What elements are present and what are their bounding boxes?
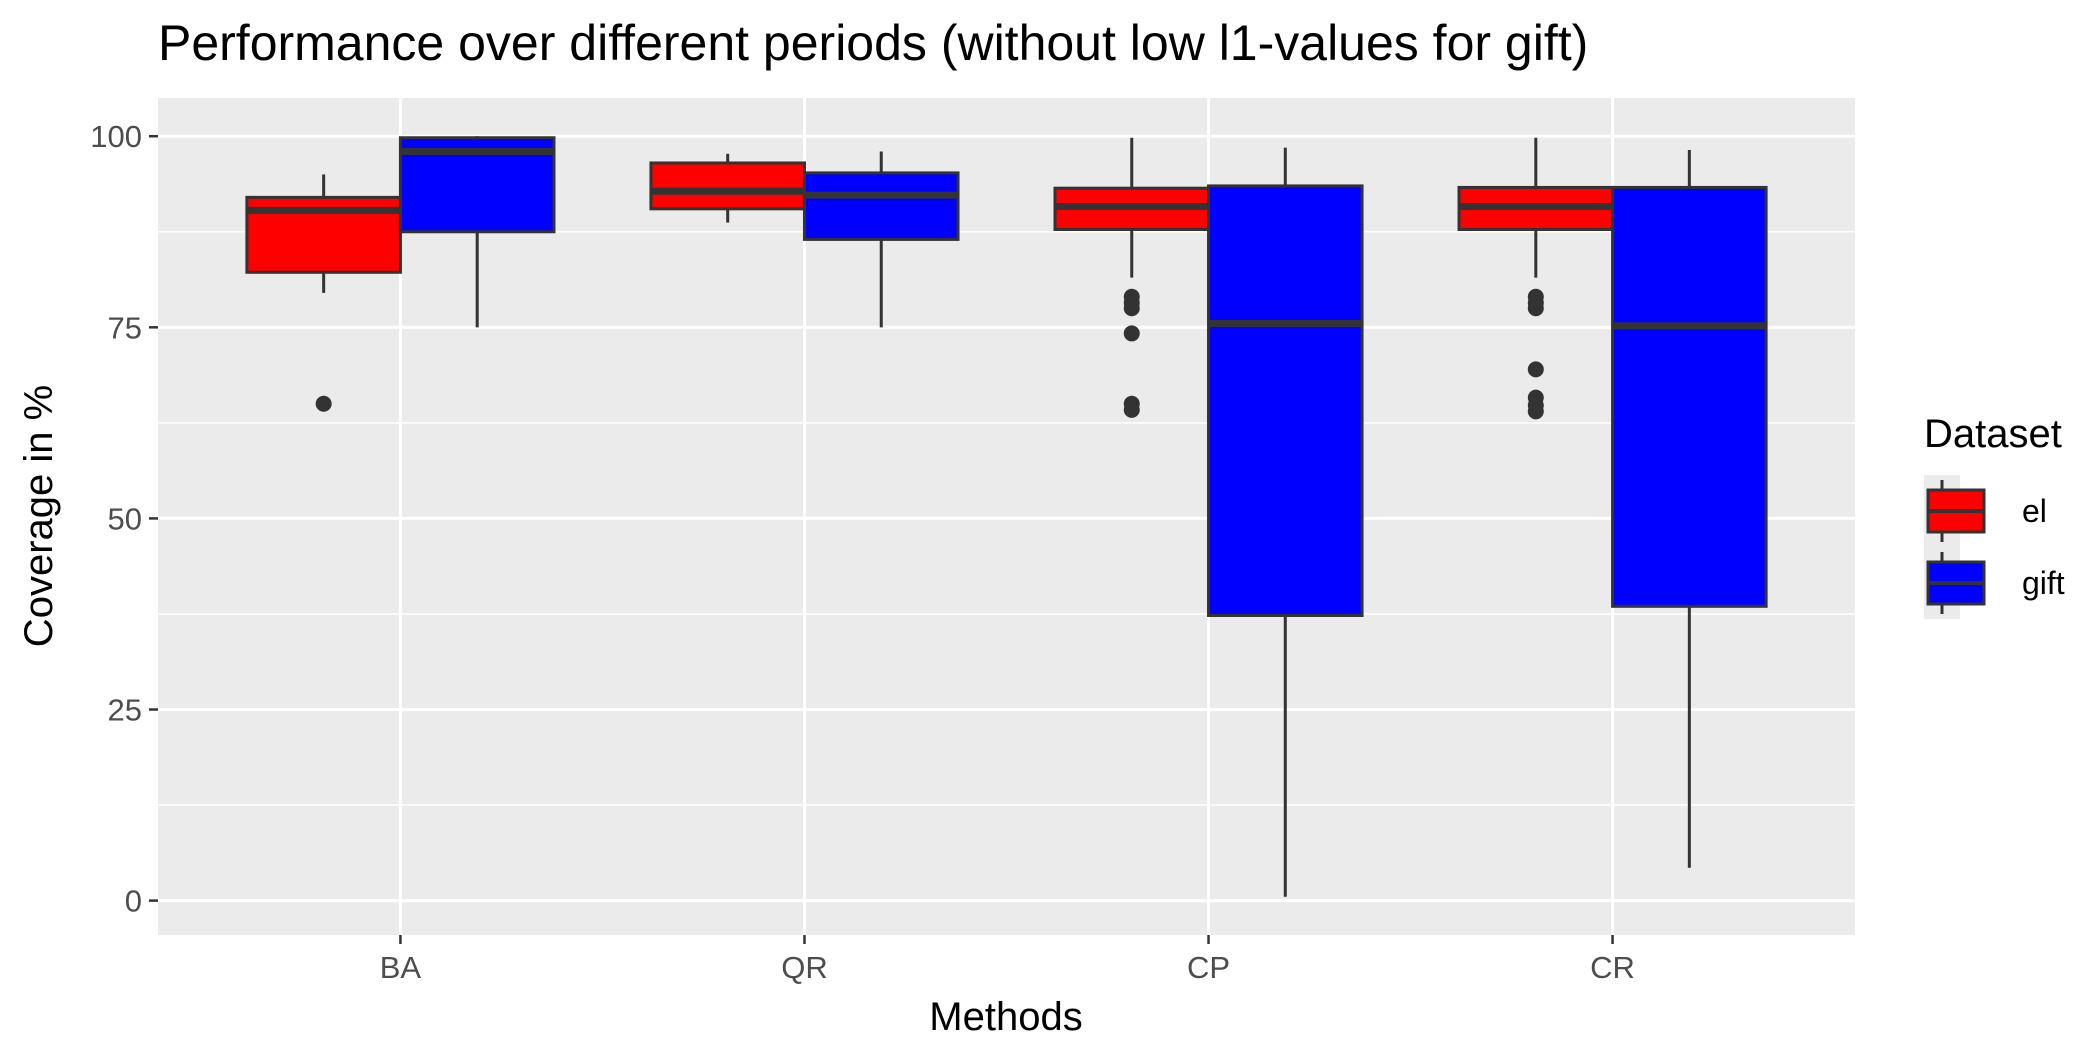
x-tick-label: BA — [380, 950, 422, 985]
outlier-point — [1123, 300, 1140, 317]
box-gift-CP — [1207, 147, 1364, 897]
box-series-group — [245, 136, 1768, 897]
outlier-point — [1527, 403, 1544, 420]
outlier-point — [315, 395, 332, 412]
series-gift — [398, 136, 1768, 897]
outlier-point — [1123, 401, 1140, 418]
legend-item-gift: gift — [1926, 552, 2065, 614]
x-axis-title: Methods — [929, 995, 1082, 1039]
legend: Dataset el gift — [1924, 412, 2065, 619]
box-body — [1611, 185, 1768, 608]
x-tick-label: CP — [1187, 950, 1230, 985]
y-tick-label: 50 — [108, 501, 142, 536]
box-gift-BA — [398, 136, 556, 328]
legend-title: Dataset — [1924, 412, 2062, 456]
box-body — [802, 171, 960, 241]
plot-panel — [158, 98, 1855, 935]
box-gift-CR — [1611, 149, 1768, 868]
y-tick-label: 25 — [108, 693, 142, 728]
x-axis-ticks: BA QR CP CR — [380, 935, 1635, 985]
y-tick-label: 0 — [125, 884, 142, 919]
outlier-point — [1527, 300, 1544, 317]
box-body — [1207, 184, 1364, 617]
y-tick-label: 75 — [108, 310, 142, 345]
box-el-CR — [1457, 137, 1615, 420]
y-tick-label: 100 — [90, 119, 142, 154]
box-gift-QR — [802, 151, 960, 328]
x-tick-label: CR — [1590, 950, 1635, 985]
y-axis-title: Coverage in % — [17, 385, 61, 647]
box-el-BA — [245, 174, 402, 412]
legend-item-el: el — [1926, 480, 2047, 542]
outlier-point — [1123, 325, 1140, 342]
box-body — [649, 161, 806, 211]
x-tick-label: QR — [781, 950, 828, 985]
y-axis-ticks: 0 25 50 75 100 — [90, 119, 158, 919]
outlier-point — [1527, 361, 1544, 378]
legend-label-gift: gift — [2022, 565, 2065, 601]
legend-label-el: el — [2022, 493, 2047, 529]
chart-title: Performance over different periods (with… — [158, 15, 1588, 71]
major-gridlines — [158, 98, 1855, 935]
